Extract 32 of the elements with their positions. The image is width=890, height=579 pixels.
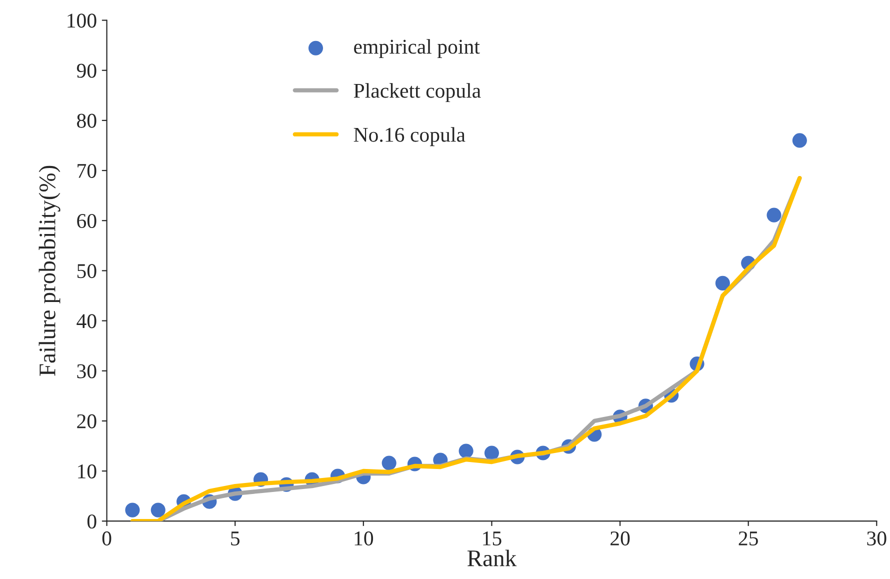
legend-label: Plackett copula: [354, 83, 481, 102]
y-tick-label: 40: [76, 314, 96, 328]
point: [715, 276, 730, 290]
x-tick-label: 0: [102, 531, 112, 546]
point: [484, 446, 500, 460]
point: [150, 502, 166, 518]
x-tick-label: 15: [483, 532, 502, 546]
point: [458, 444, 474, 458]
y-tick-label: 100: [68, 14, 96, 28]
x-tick-label: 10: [354, 531, 374, 546]
y-tick-label: 10: [78, 464, 96, 478]
legend-label: No.16 copula: [354, 127, 466, 146]
y-tick-label: 60: [77, 214, 96, 228]
y-tick-label: 0: [87, 514, 96, 529]
point: [382, 456, 396, 470]
legend-label: empirical point: [354, 39, 480, 58]
y-axis-title: Failure probability(%): [38, 166, 60, 376]
x-tick-label: 20: [610, 531, 630, 546]
y-tick-label: 70: [78, 164, 96, 178]
y-tick-label: 90: [76, 64, 96, 78]
line-series: [130, 176, 802, 522]
point: [125, 502, 140, 518]
x-tick-label: 25: [738, 531, 758, 546]
point: [766, 208, 782, 222]
y-tick-label: 20: [77, 414, 96, 428]
point: [792, 133, 807, 148]
y-tick-label: 30: [77, 364, 96, 378]
x-tick-label: 5: [231, 532, 240, 546]
y-tick-label: 80: [77, 114, 96, 128]
x-tick-label: 30: [867, 531, 886, 546]
y-tick-label: 50: [77, 264, 96, 278]
x-axis-title: Rank: [467, 550, 517, 566]
